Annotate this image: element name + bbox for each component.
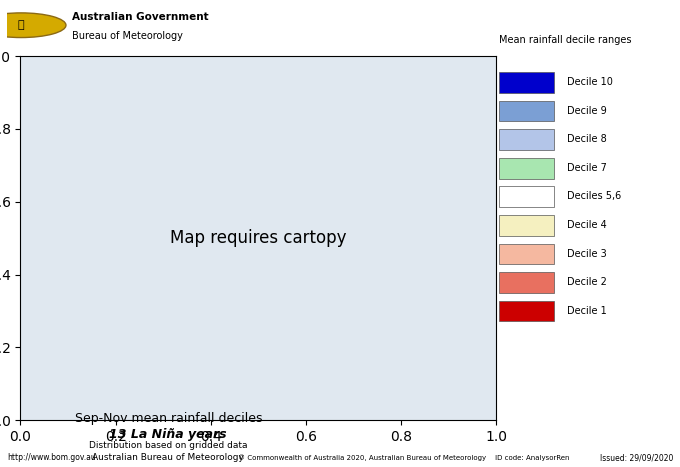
Text: Decile 1: Decile 1 [566, 306, 607, 316]
Text: Issued: 29/09/2020: Issued: 29/09/2020 [600, 453, 673, 462]
Text: Decile 3: Decile 3 [566, 248, 607, 259]
Text: Decile 10: Decile 10 [566, 77, 613, 87]
Text: Australian Government: Australian Government [72, 12, 209, 22]
Text: Mean rainfall decile ranges: Mean rainfall decile ranges [498, 35, 631, 45]
FancyBboxPatch shape [498, 272, 554, 293]
FancyBboxPatch shape [498, 101, 554, 121]
Text: © Commonwealth of Australia 2020, Australian Bureau of Meteorology    ID code: A: © Commonwealth of Australia 2020, Austra… [238, 454, 570, 461]
FancyBboxPatch shape [498, 186, 554, 207]
Text: Australian Bureau of Meteorology: Australian Bureau of Meteorology [92, 453, 244, 462]
Circle shape [0, 13, 66, 37]
FancyBboxPatch shape [498, 215, 554, 236]
Text: Decile 8: Decile 8 [566, 134, 607, 144]
FancyBboxPatch shape [498, 158, 554, 178]
Text: Decile 9: Decile 9 [566, 106, 607, 116]
Text: Distribution based on gridded data: Distribution based on gridded data [89, 441, 248, 450]
Text: 13 La Niña years: 13 La Niña years [109, 428, 227, 440]
FancyBboxPatch shape [498, 129, 554, 150]
FancyBboxPatch shape [498, 244, 554, 264]
FancyBboxPatch shape [498, 72, 554, 93]
Text: Decile 2: Decile 2 [566, 277, 607, 287]
Text: Sep-Nov mean rainfall deciles: Sep-Nov mean rainfall deciles [75, 412, 262, 425]
Text: Bureau of Meteorology: Bureau of Meteorology [72, 31, 183, 42]
FancyBboxPatch shape [498, 301, 554, 321]
Text: Decile 7: Decile 7 [566, 163, 607, 173]
Text: http://www.bom.gov.au: http://www.bom.gov.au [7, 453, 96, 462]
Text: Map requires cartopy: Map requires cartopy [170, 229, 347, 247]
Text: 🦘: 🦘 [18, 20, 24, 30]
Text: Decile 4: Decile 4 [566, 220, 607, 230]
Text: Deciles 5,6: Deciles 5,6 [566, 191, 621, 201]
